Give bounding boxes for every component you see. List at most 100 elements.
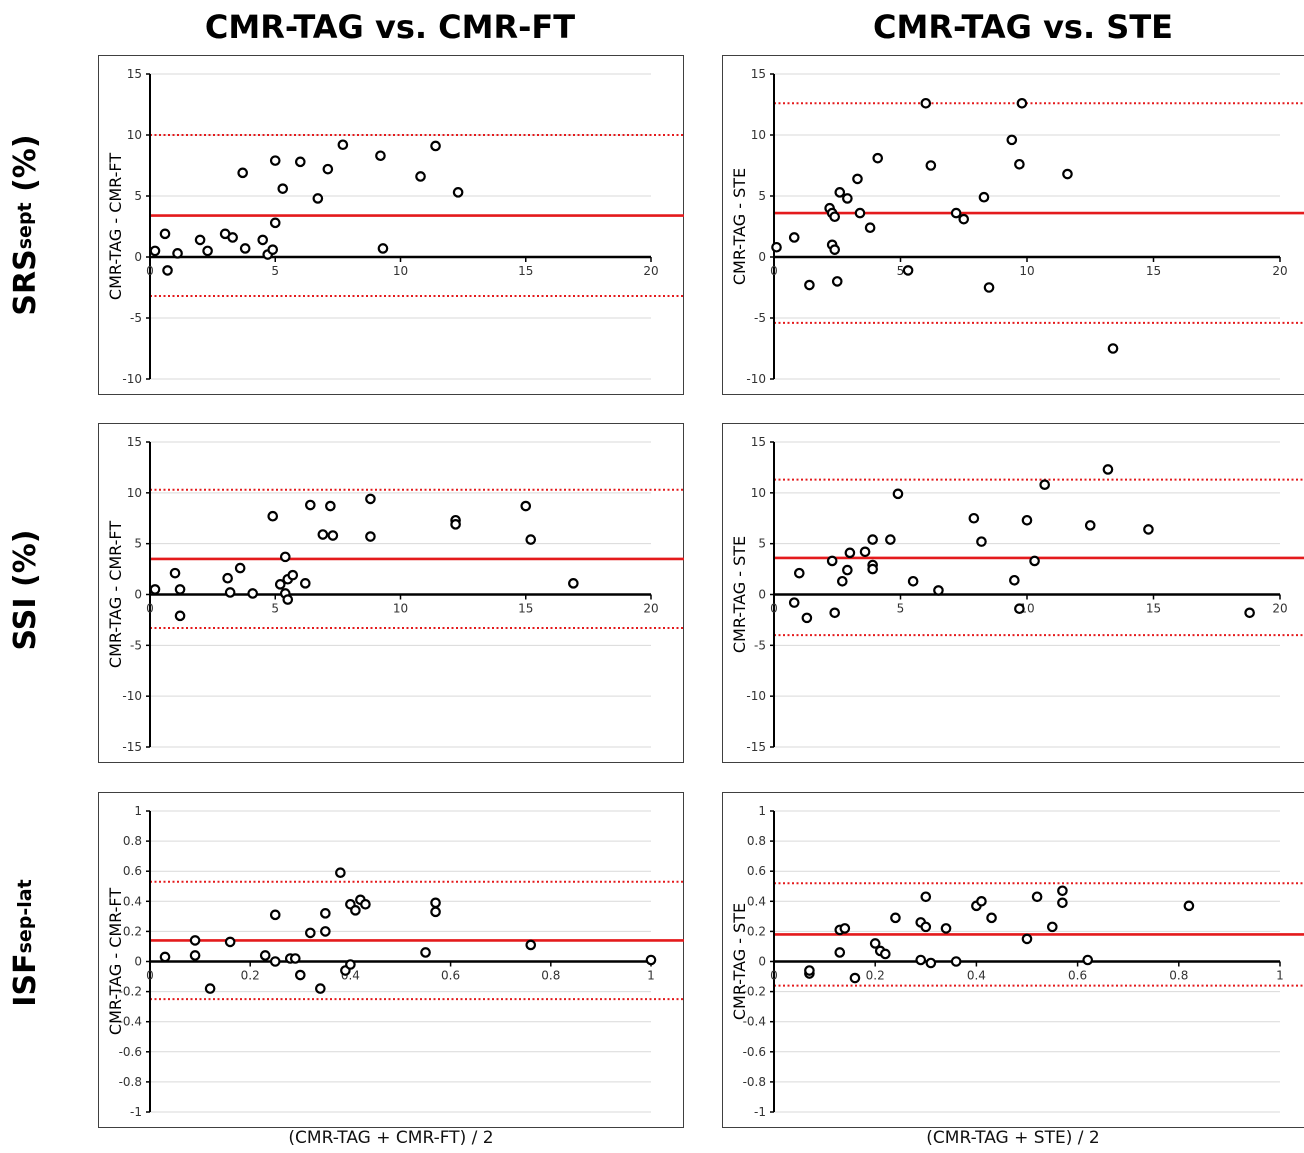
x-tick-label: 0.2 xyxy=(241,969,260,983)
data-point xyxy=(277,183,289,194)
data-point xyxy=(1046,921,1058,933)
y-tick-label: 0.2 xyxy=(747,924,766,938)
y-tick-label: 5 xyxy=(758,189,766,203)
y-tick-label: -0.4 xyxy=(743,1015,766,1029)
data-point xyxy=(452,187,464,198)
y-tick-label: 10 xyxy=(127,486,142,500)
row-title-srs: SRS sept (%) xyxy=(7,134,43,316)
x-tick-label: 0.8 xyxy=(541,969,560,983)
data-point xyxy=(771,241,782,253)
data-point xyxy=(1062,168,1073,180)
data-point xyxy=(1082,954,1094,966)
y-tick-label: 1 xyxy=(758,804,766,818)
row-title-ssi: SSI (%) xyxy=(7,529,43,651)
x-tick-label: 0 xyxy=(146,264,154,278)
x-tick-label: 15 xyxy=(518,602,533,616)
data-point xyxy=(568,578,579,589)
data-point xyxy=(852,173,863,185)
data-point xyxy=(360,899,371,910)
x-tick-label: 0.2 xyxy=(866,969,885,983)
y-tick-label: 1 xyxy=(134,804,142,818)
y-tick-label: 10 xyxy=(127,128,142,142)
data-point xyxy=(933,585,944,596)
plot-frame xyxy=(98,792,684,1128)
data-point xyxy=(837,575,848,587)
data-point xyxy=(1016,97,1028,109)
data-point xyxy=(1107,343,1119,354)
data-point xyxy=(950,207,962,219)
y-tick-label: 0.6 xyxy=(123,864,142,878)
y-tick-label: -10 xyxy=(122,372,142,386)
y-tick-label: 15 xyxy=(127,435,142,449)
data-point xyxy=(885,534,896,545)
data-point xyxy=(239,243,251,254)
data-point xyxy=(279,551,291,563)
data-point xyxy=(976,536,987,547)
data-point xyxy=(335,867,346,879)
data-point xyxy=(902,265,914,276)
y-tick-label: 5 xyxy=(134,189,142,203)
data-point xyxy=(978,191,990,203)
data-point xyxy=(222,572,233,584)
data-point xyxy=(269,155,281,166)
data-point xyxy=(365,531,376,542)
data-point xyxy=(986,912,997,924)
y-tick-label: -15 xyxy=(746,740,766,754)
data-point xyxy=(829,211,841,223)
y-tick-label: 0 xyxy=(758,250,766,264)
y-tick-label: 10 xyxy=(751,128,766,142)
x-title-left: (CMR-TAG + CMR-FT) / 2 xyxy=(288,1128,494,1148)
y-axis-title: CMR-TAG - STE xyxy=(730,536,749,653)
data-point xyxy=(880,948,891,960)
data-point xyxy=(204,983,216,994)
y-tick-label: -10 xyxy=(746,372,766,386)
data-point xyxy=(958,213,970,225)
data-point xyxy=(645,954,657,966)
data-point xyxy=(337,139,349,151)
x-tick-label: 20 xyxy=(643,602,658,616)
y-tick-label: -5 xyxy=(130,638,142,652)
data-point xyxy=(915,954,927,966)
data-point xyxy=(269,217,281,229)
data-point xyxy=(801,612,813,624)
plot-frame xyxy=(98,423,684,763)
data-point xyxy=(829,244,841,255)
data-point xyxy=(189,935,201,946)
data-point xyxy=(227,232,238,243)
plot-frame xyxy=(722,55,1304,395)
data-point xyxy=(317,529,329,540)
y-axis-title: CMR-TAG - STE xyxy=(730,168,749,285)
data-point xyxy=(834,947,846,958)
data-point xyxy=(305,499,316,511)
data-point xyxy=(172,248,183,259)
data-point xyxy=(1102,464,1114,475)
data-point xyxy=(365,493,376,505)
x-tick-label: 5 xyxy=(897,602,905,616)
y-tick-label: -0.2 xyxy=(119,985,142,999)
y-tick-label: -1 xyxy=(130,1105,142,1119)
y-tick-label: -0.8 xyxy=(743,1075,766,1089)
data-point xyxy=(1021,933,1033,945)
data-point xyxy=(202,245,213,257)
col-title-right: CMR-TAG vs. STE xyxy=(873,8,1173,46)
data-point xyxy=(247,588,259,599)
data-point xyxy=(826,555,838,567)
data-point xyxy=(420,947,431,958)
data-point xyxy=(788,597,800,608)
data-point xyxy=(274,579,286,590)
x-tick-label: 5 xyxy=(897,264,905,278)
data-point xyxy=(234,562,246,574)
y-tick-label: -15 xyxy=(122,740,142,754)
data-point xyxy=(804,279,815,291)
data-point xyxy=(269,909,281,921)
y-tick-label: 0.8 xyxy=(123,834,142,848)
data-point xyxy=(287,569,299,581)
row-title-isf: ISF sep-lat xyxy=(7,879,43,1007)
data-point xyxy=(788,232,800,243)
data-point xyxy=(430,906,441,918)
data-point xyxy=(162,265,173,276)
y-tick-label: -0.4 xyxy=(119,1015,142,1029)
y-axis-title: CMR-TAG - CMR-FT xyxy=(106,521,125,668)
x-tick-label: 10 xyxy=(1019,264,1034,278)
y-tick-label: 0 xyxy=(758,955,766,969)
